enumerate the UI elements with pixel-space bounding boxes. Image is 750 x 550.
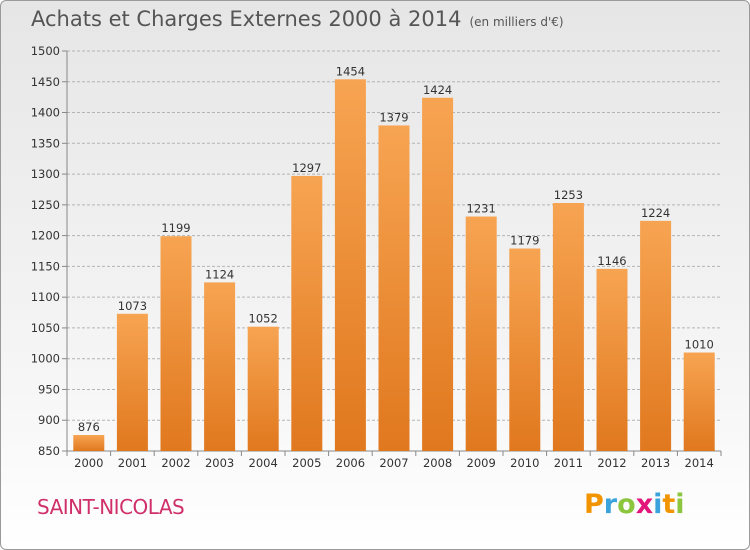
chart-unit: (en milliers d'€) [469, 15, 564, 29]
logo-letter: i [653, 489, 663, 520]
value-label-2004: 1052 [249, 312, 278, 326]
logo-letter: x [635, 489, 654, 520]
bar-2013 [640, 220, 672, 451]
x-tick-label-2012: 2012 [597, 456, 626, 470]
bar-2007 [378, 125, 410, 451]
value-label-2006: 1454 [336, 64, 365, 78]
x-tick-label-2004: 2004 [249, 456, 278, 470]
value-label-2010: 1179 [510, 234, 539, 248]
x-tick-label-2013: 2013 [641, 456, 670, 470]
bar-2001 [116, 313, 148, 451]
value-label-2014: 1010 [685, 338, 714, 352]
value-label-2000: 876 [78, 420, 100, 434]
value-label-2012: 1146 [597, 254, 626, 268]
x-tick-label-2007: 2007 [379, 456, 408, 470]
x-tick-label-2001: 2001 [118, 456, 147, 470]
y-tick-label: 1300 [31, 167, 60, 181]
bar-2014 [683, 352, 715, 451]
proxiti-logo: Proxiti [584, 489, 685, 520]
value-label-2005: 1297 [292, 161, 321, 175]
bar-2009 [465, 216, 497, 451]
logo-letter: o [617, 489, 636, 520]
value-label-2001: 1073 [118, 299, 147, 313]
logo-letter: P [584, 489, 604, 520]
value-label-2009: 1231 [467, 202, 496, 216]
x-tick-label-2010: 2010 [510, 456, 539, 470]
value-label-2013: 1224 [641, 206, 670, 220]
logo-letter: i [675, 489, 685, 520]
bar-2004 [247, 326, 279, 451]
y-tick-label: 1500 [31, 44, 60, 58]
y-tick-label: 1200 [31, 229, 60, 243]
bar-2005 [291, 175, 323, 451]
chart-title-text: Achats et Charges Externes 2000 à 2014 [31, 7, 462, 31]
y-tick-labels: 850 900 950 1000 1050 1100 1150 1200 1250 1300 135… [31, 44, 60, 458]
x-tick-label-2008: 2008 [423, 456, 452, 470]
bars [73, 79, 715, 452]
y-tick-label: 850 [38, 444, 60, 458]
bar-2008 [422, 97, 454, 452]
x-tick-label-2002: 2002 [161, 456, 190, 470]
y-tick-label: 1050 [31, 321, 60, 335]
logo-letter: t [662, 489, 676, 520]
y-tick-label: 1450 [31, 75, 60, 89]
y-tick-label: 950 [38, 382, 60, 396]
value-label-2007: 1379 [379, 110, 408, 124]
bar-2010 [509, 248, 541, 451]
bar-2006 [334, 79, 366, 452]
value-label-2002: 1199 [161, 221, 190, 235]
y-tick-label: 1000 [31, 352, 60, 366]
value-label-2011: 1253 [554, 188, 583, 202]
bar-2000 [73, 435, 105, 451]
bar-2002 [160, 236, 192, 451]
value-labels: 876 1073 1199 1124 1052 1297 1454 1379 1424 1231 1… [78, 64, 714, 434]
x-tick-label-2014: 2014 [685, 456, 714, 470]
y-tick-label: 900 [38, 413, 60, 427]
y-tick-label: 1150 [31, 259, 60, 273]
x-tick-label-2006: 2006 [336, 456, 365, 470]
x-tick-label-2009: 2009 [467, 456, 496, 470]
y-tick-label: 1250 [31, 198, 60, 212]
logo-letter: r [603, 489, 618, 520]
value-label-2008: 1424 [423, 83, 452, 97]
value-label-2003: 1124 [205, 267, 234, 281]
x-tick-label-2000: 2000 [74, 456, 103, 470]
x-tick-label-2003: 2003 [205, 456, 234, 470]
bar-2012 [596, 268, 628, 451]
x-tick-label-2005: 2005 [292, 456, 321, 470]
y-tick-label: 1350 [31, 136, 60, 150]
city-name: SAINT-NICOLAS [37, 495, 185, 519]
x-tick-labels: 2000 2001 2002 2003 2004 2005 2006 2007 2008 2009… [66, 451, 722, 470]
y-tick-label: 1100 [31, 290, 60, 304]
bar-2011 [552, 203, 584, 451]
x-tick-label-2011: 2011 [554, 456, 583, 470]
bar-2003 [204, 282, 236, 451]
chart-title: Achats et Charges Externes 2000 à 2014 (e… [31, 7, 564, 31]
y-tick-label: 1400 [31, 106, 60, 120]
